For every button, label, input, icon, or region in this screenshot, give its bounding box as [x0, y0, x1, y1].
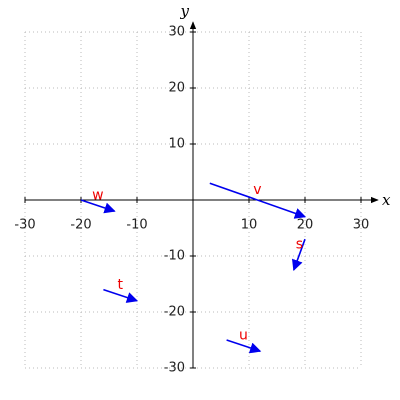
y-axis-label: y	[180, 2, 190, 20]
x-tick-label: -30	[14, 218, 35, 233]
vector-arrow	[209, 182, 307, 219]
vector-arrow	[80, 199, 116, 214]
x-tick-label: 20	[297, 218, 314, 233]
y-tick-label: 30	[168, 25, 185, 40]
vector-arrow	[291, 238, 306, 272]
x-tick-label: -20	[70, 218, 91, 233]
y-tick-label: 10	[168, 137, 185, 152]
vector-label: s	[296, 237, 303, 253]
vector-arrow	[103, 288, 139, 303]
x-tick-label: 30	[353, 218, 370, 233]
vector-arrow	[226, 339, 262, 354]
vector-label: v	[253, 182, 261, 198]
y-tick-label: -10	[164, 249, 185, 264]
x-axis-label: x	[382, 191, 391, 209]
y-tick-label: -30	[164, 361, 185, 376]
vector-label: t	[117, 277, 123, 293]
x-tick-label: -10	[126, 218, 147, 233]
x-tick-label: 10	[241, 218, 258, 233]
vector-label: u	[239, 328, 248, 344]
y-tick-label: 20	[168, 81, 185, 96]
vector-label: w	[92, 188, 103, 204]
y-tick-label: -20	[164, 305, 185, 320]
